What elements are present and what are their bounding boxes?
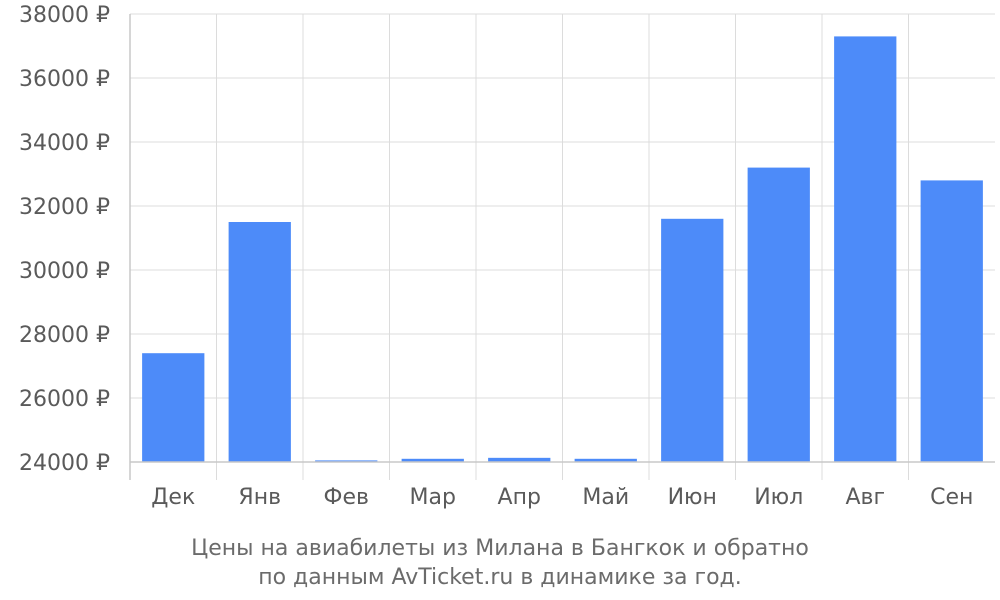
x-tick-label: Мар	[410, 485, 456, 510]
y-tick-label: 32000 ₽	[19, 195, 110, 220]
x-tick-label: Янв	[238, 485, 281, 510]
bar-Мар	[401, 458, 464, 462]
caption-line-1: Цены на авиабилеты из Милана в Бангкок и…	[191, 536, 809, 561]
bar-Май	[574, 458, 637, 462]
bar-Фев	[315, 460, 378, 462]
y-tick-label: 28000 ₽	[19, 323, 110, 348]
y-tick-label: 38000 ₽	[19, 3, 110, 28]
bar-Сен	[920, 180, 983, 462]
axes	[129, 14, 995, 480]
bar-Июл	[747, 167, 810, 462]
bar-Авг	[834, 36, 897, 463]
bars	[142, 36, 983, 463]
bar-Янв	[228, 222, 291, 462]
y-tick-label: 34000 ₽	[19, 131, 110, 156]
grid	[130, 13, 995, 480]
y-tick-label: 30000 ₽	[19, 259, 110, 284]
y-tick-labels: 24000 ₽ 26000 ₽ 28000 ₽ 30000 ₽ 32000 ₽ 34000…	[19, 3, 110, 476]
y-tick-label: 24000 ₽	[19, 451, 110, 476]
bar-Дек	[142, 353, 205, 462]
x-tick-label: Июл	[754, 485, 803, 510]
x-tick-label: Сен	[930, 485, 973, 510]
bar-Апр	[488, 457, 551, 462]
x-tick-label: Апр	[498, 485, 541, 510]
x-tick-labels: Дек Янв Фев Мар Апр Май Июн Июл Авг Сен	[151, 485, 973, 510]
y-tick-label: 36000 ₽	[19, 67, 110, 92]
x-tick-label: Фев	[324, 485, 369, 510]
y-tick-label: 26000 ₽	[19, 387, 110, 412]
x-tick-label: Дек	[151, 485, 195, 510]
x-tick-label: Июн	[668, 485, 717, 510]
x-tick-label: Май	[582, 485, 629, 510]
x-tick-label: Авг	[845, 485, 885, 510]
bar-Июн	[661, 218, 724, 462]
caption-line-2: по данным AvTicket.ru в динамике за год.	[258, 565, 742, 590]
